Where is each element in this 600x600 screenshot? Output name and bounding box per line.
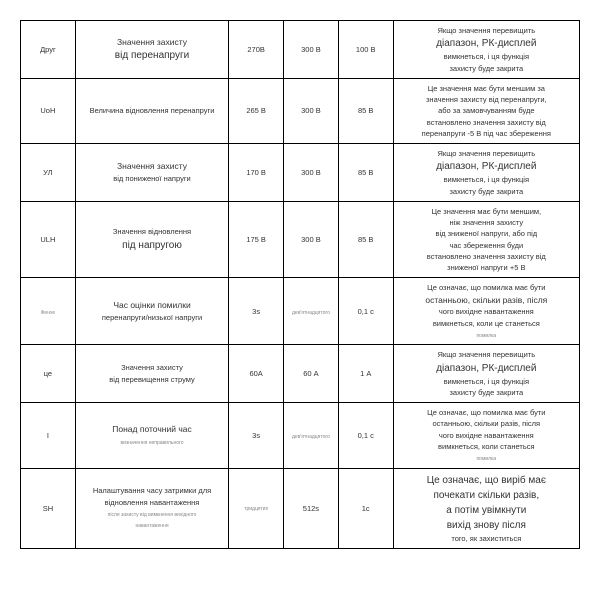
cell-c2: Значення відновленняпід напругою (75, 201, 228, 278)
cell-c5: 100 В (338, 21, 393, 79)
table-row: ULHЗначення відновленняпід напругою175 В… (21, 201, 580, 278)
cell-c2: Налаштування часу затримки длявідновленн… (75, 468, 228, 548)
cell-c6: Це значення має бути меншим,ніж значення… (393, 201, 579, 278)
cell-c2: Величина відновлення перенапруги (75, 78, 228, 143)
table-row: ФенхеЧас оцінки помилкиперенапруги/низьк… (21, 278, 580, 345)
cell-c5: 1 А (338, 345, 393, 403)
table-row: УЛЗначення захистувід пониженої напруги1… (21, 144, 580, 202)
cell-c3: 270В (229, 21, 284, 79)
cell-c5: 0,1 с (338, 403, 393, 469)
cell-c5: 85 В (338, 78, 393, 143)
cell-c3: 3s (229, 403, 284, 469)
cell-c3: 175 В (229, 201, 284, 278)
cell-c6: Якщо значення перевищитьдіапазон, РК-дис… (393, 144, 579, 202)
table-row: цеЗначення захистувід перевищення струму… (21, 345, 580, 403)
cell-c6: Це означає, що помилка має бутиостанньою… (393, 278, 579, 345)
cell-c3: 170 В (229, 144, 284, 202)
spec-table: ДругЗначення захистувід перенапруги270В3… (20, 20, 580, 549)
table-row: IПонад поточний часвизначення неправильн… (21, 403, 580, 469)
cell-c1: Друг (21, 21, 76, 79)
cell-c5: 85 В (338, 201, 393, 278)
cell-c5: 1с (338, 468, 393, 548)
cell-c3: 265 В (229, 78, 284, 143)
cell-c4: дев'ятнадцятого (284, 278, 339, 345)
table-body: ДругЗначення захистувід перенапруги270В3… (21, 21, 580, 549)
cell-c4: дев'ятнадцятого (284, 403, 339, 469)
cell-c4: 60 А (284, 345, 339, 403)
table-row: UoHВеличина відновлення перенапруги265 В… (21, 78, 580, 143)
cell-c6: Це означає, що помилка має бутиостанньою… (393, 403, 579, 469)
cell-c1: UoH (21, 78, 76, 143)
cell-c5: 0,1 с (338, 278, 393, 345)
cell-c1: це (21, 345, 76, 403)
cell-c4: 512s (284, 468, 339, 548)
cell-c4: 300 В (284, 201, 339, 278)
cell-c2: Значення захистувід перевищення струму (75, 345, 228, 403)
cell-c4: 300 В (284, 144, 339, 202)
cell-c1: SH (21, 468, 76, 548)
cell-c2: Час оцінки помилкиперенапруги/низької на… (75, 278, 228, 345)
cell-c4: 300 В (284, 78, 339, 143)
cell-c6: Це означає, що виріб маєпочекати скільки… (393, 468, 579, 548)
cell-c6: Якщо значення перевищитьдіапазон, РК-дис… (393, 21, 579, 79)
cell-c1: ULH (21, 201, 76, 278)
cell-c3: тридцятих (229, 468, 284, 548)
cell-c6: Якщо значення перевищитьдіапазон, РК-дис… (393, 345, 579, 403)
cell-c3: 60A (229, 345, 284, 403)
cell-c2: Значення захистувід пониженої напруги (75, 144, 228, 202)
cell-c2: Значення захистувід перенапруги (75, 21, 228, 79)
cell-c2: Понад поточний часвизначення неправильно… (75, 403, 228, 469)
cell-c6: Це значення має бути меншим зазначення з… (393, 78, 579, 143)
cell-c1: I (21, 403, 76, 469)
cell-c1: УЛ (21, 144, 76, 202)
table-row: SHНалаштування часу затримки длявідновле… (21, 468, 580, 548)
cell-c4: 300 В (284, 21, 339, 79)
table-row: ДругЗначення захистувід перенапруги270В3… (21, 21, 580, 79)
cell-c5: 85 В (338, 144, 393, 202)
cell-c3: 3s (229, 278, 284, 345)
cell-c1: Фенхе (21, 278, 76, 345)
